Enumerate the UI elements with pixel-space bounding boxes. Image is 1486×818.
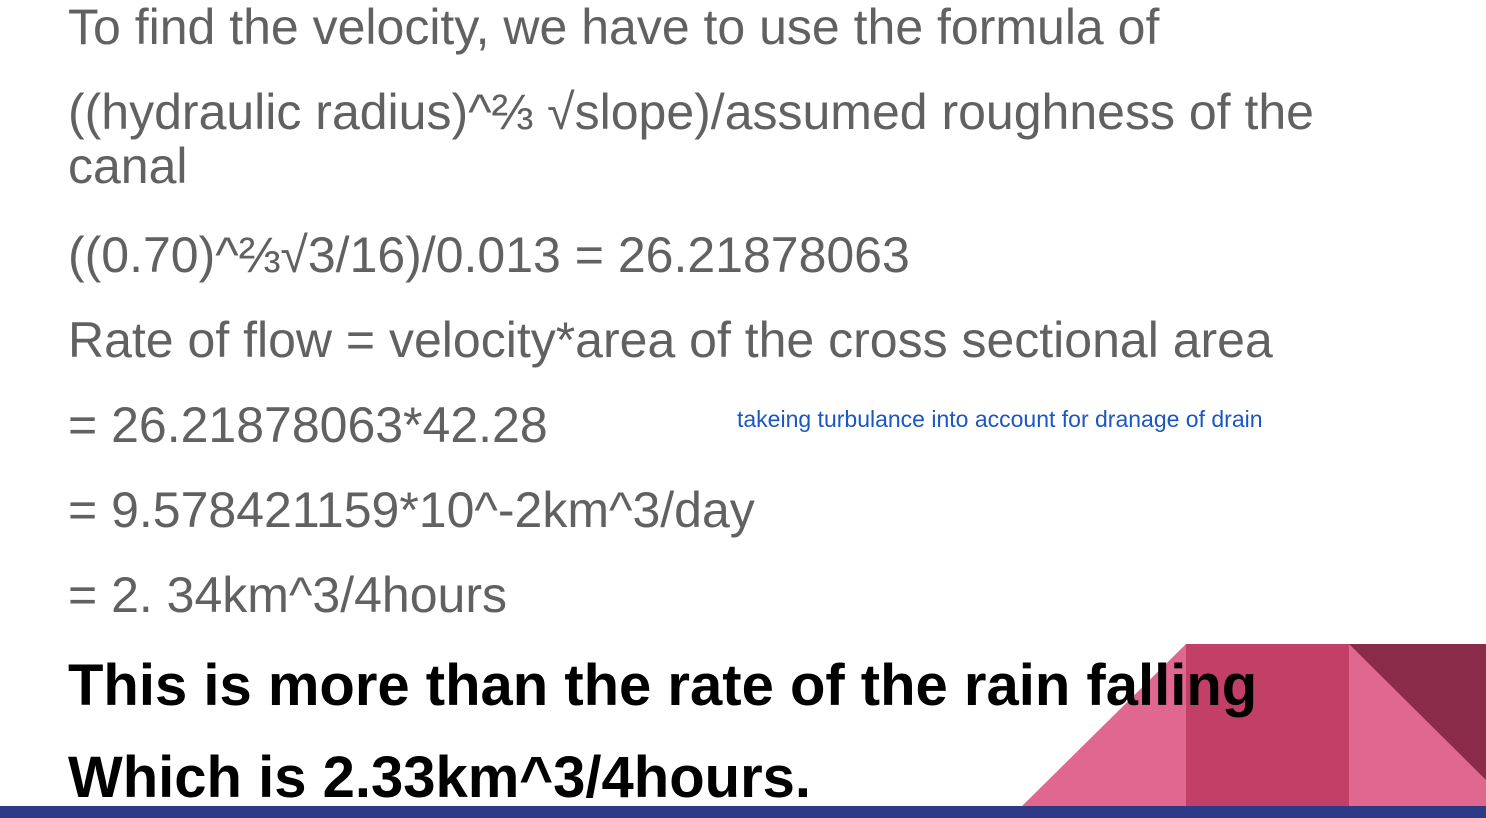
rate-of-flow-formula-text: Rate of flow = velocity*area of the cros… [68, 312, 1273, 368]
pink-triangle-left [1022, 644, 1186, 806]
turbulence-annotation: takeing turbulance into account for dran… [737, 406, 1263, 432]
conclusion-line-2: Which is 2.33km^3/4hours. [68, 745, 812, 810]
pink-panel-middle [1186, 644, 1349, 806]
rate-calculation-step-3: = 2. 34km^3/4hours [68, 567, 507, 623]
maroon-triangle [1349, 644, 1486, 780]
conclusion-line-1: This is more than the rate of the rain f… [68, 653, 1258, 718]
formula-intro-text: To find the velocity, we have to use the… [68, 0, 1160, 55]
velocity-formula-text: ((hydraulic radius)^⅔ √slope)/assumed ro… [68, 84, 1314, 194]
rate-calculation-step-2: = 9.578421159*10^-2km^3/day [68, 482, 755, 538]
bottom-accent-bar [0, 806, 1486, 818]
velocity-calculation-text: ((0.70)^⅔√3/16)/0.013 = 26.21878063 [68, 227, 910, 283]
rate-calculation-step-1: = 26.21878063*42.28 [68, 397, 548, 453]
